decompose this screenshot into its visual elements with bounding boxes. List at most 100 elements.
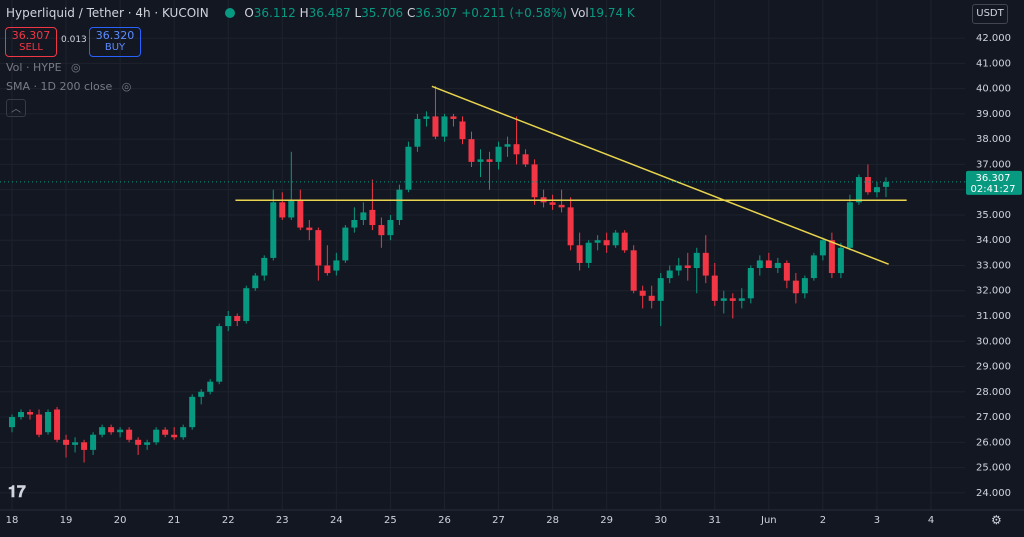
sell-button[interactable]: 36.307 SELL [5, 27, 57, 57]
vol-label: Vol [570, 6, 589, 20]
y-tick-label: 25.000 [976, 463, 1011, 474]
candle-body [54, 409, 61, 440]
header-line: Hyperliquid / Tether · 4h · KUCOIN O36.1… [6, 6, 635, 20]
candle-body [522, 154, 529, 165]
candle-body [558, 204, 565, 208]
candle-body [369, 209, 376, 226]
indicator-sma[interactable]: SMA · 1D 200 close ◎ [6, 80, 132, 93]
candle-body [603, 240, 610, 246]
candle-body [144, 442, 151, 445]
buy-price: 36.320 [95, 29, 135, 42]
candle-body [396, 189, 403, 220]
candle-body [765, 260, 772, 268]
c-label: C [406, 6, 416, 20]
candle-body [252, 275, 259, 289]
candle-body [279, 202, 286, 218]
candle-body [81, 442, 88, 450]
x-tick-label: 28 [546, 515, 559, 526]
candle-body [882, 181, 889, 187]
x-tick-label: 2 [820, 515, 826, 526]
candle-body [837, 247, 844, 274]
candle-body [297, 199, 304, 228]
indicator-name: SMA · 1D 200 close [6, 80, 113, 93]
candle-body [729, 298, 736, 301]
candle-body [90, 434, 97, 450]
buy-button[interactable]: 36.320 BUY [89, 27, 141, 57]
candle-body [126, 429, 133, 440]
candle-body [621, 232, 628, 251]
candle-body [774, 262, 781, 268]
candle-body [45, 412, 52, 433]
y-tick-label: 38.000 [976, 134, 1011, 145]
candle-body [306, 227, 313, 231]
candle-body [288, 199, 295, 218]
y-tick-label: 35.000 [976, 210, 1011, 221]
candle-body [270, 202, 277, 258]
candle-body [783, 262, 790, 281]
x-tick-label: 4 [928, 515, 934, 526]
x-tick-label: 21 [168, 515, 181, 526]
candle-body [819, 240, 826, 256]
c-value: 36.307 [415, 6, 458, 20]
y-tick-label: 37.000 [976, 159, 1011, 170]
settings-icon[interactable]: ⚙ [991, 513, 1002, 527]
last-price-box [966, 170, 1022, 195]
h-value: 36.487 [308, 6, 351, 20]
candle-body [567, 207, 574, 246]
candle-body [450, 116, 457, 119]
candle-body [531, 164, 538, 198]
y-tick-label: 28.000 [976, 387, 1011, 398]
candle-body [207, 381, 214, 392]
candle-body [666, 270, 673, 279]
candle-body [216, 326, 223, 382]
candle-body [9, 417, 15, 428]
x-tick-label: 30 [654, 515, 667, 526]
y-tick-label: 29.000 [976, 362, 1011, 373]
collapse-button[interactable]: ︿ [6, 99, 26, 117]
candle-body [792, 280, 799, 294]
x-tick-label: 18 [6, 515, 19, 526]
candle-body [828, 240, 835, 274]
candle-body [423, 116, 430, 119]
candle-body [477, 159, 484, 162]
candle-body [18, 412, 25, 418]
candle-body [459, 121, 466, 140]
candle-body [846, 202, 853, 248]
candle-body [135, 439, 142, 445]
vol-value: 19.74 K [588, 6, 635, 20]
candle-body [36, 414, 43, 435]
candle-body [342, 227, 349, 261]
indicator-vol[interactable]: Vol · HYPE ◎ [6, 61, 81, 74]
candle-body [801, 278, 808, 294]
candle-body [549, 202, 556, 205]
candle-body [513, 144, 520, 155]
x-tick-label: 29 [600, 515, 613, 526]
candle-body [414, 118, 421, 147]
candle-body [180, 427, 187, 438]
trend-line [431, 85, 889, 265]
candle-body [243, 288, 250, 322]
candle-body [387, 220, 394, 236]
x-tick-label: 19 [60, 515, 73, 526]
candle-body [63, 439, 70, 445]
currency-button[interactable]: USDT [972, 4, 1008, 24]
candle-body [189, 396, 196, 428]
l-value: 35.706 [361, 6, 404, 20]
l-label: L [354, 6, 362, 20]
candle-body [675, 265, 682, 271]
candle-body [873, 187, 880, 193]
candle-body [72, 442, 79, 445]
candle-body [468, 139, 475, 162]
indicator-name: Vol · HYPE [6, 61, 62, 74]
candle-body [225, 316, 232, 327]
y-tick-label: 34.000 [976, 235, 1011, 246]
candle-body [738, 298, 745, 301]
spread: 0.013 [61, 35, 87, 45]
candle-body [108, 427, 115, 433]
candle-body [441, 116, 448, 137]
o-label: O [244, 6, 254, 20]
candle-body [27, 412, 34, 415]
candle-body [810, 255, 817, 279]
candle-body [855, 177, 862, 203]
